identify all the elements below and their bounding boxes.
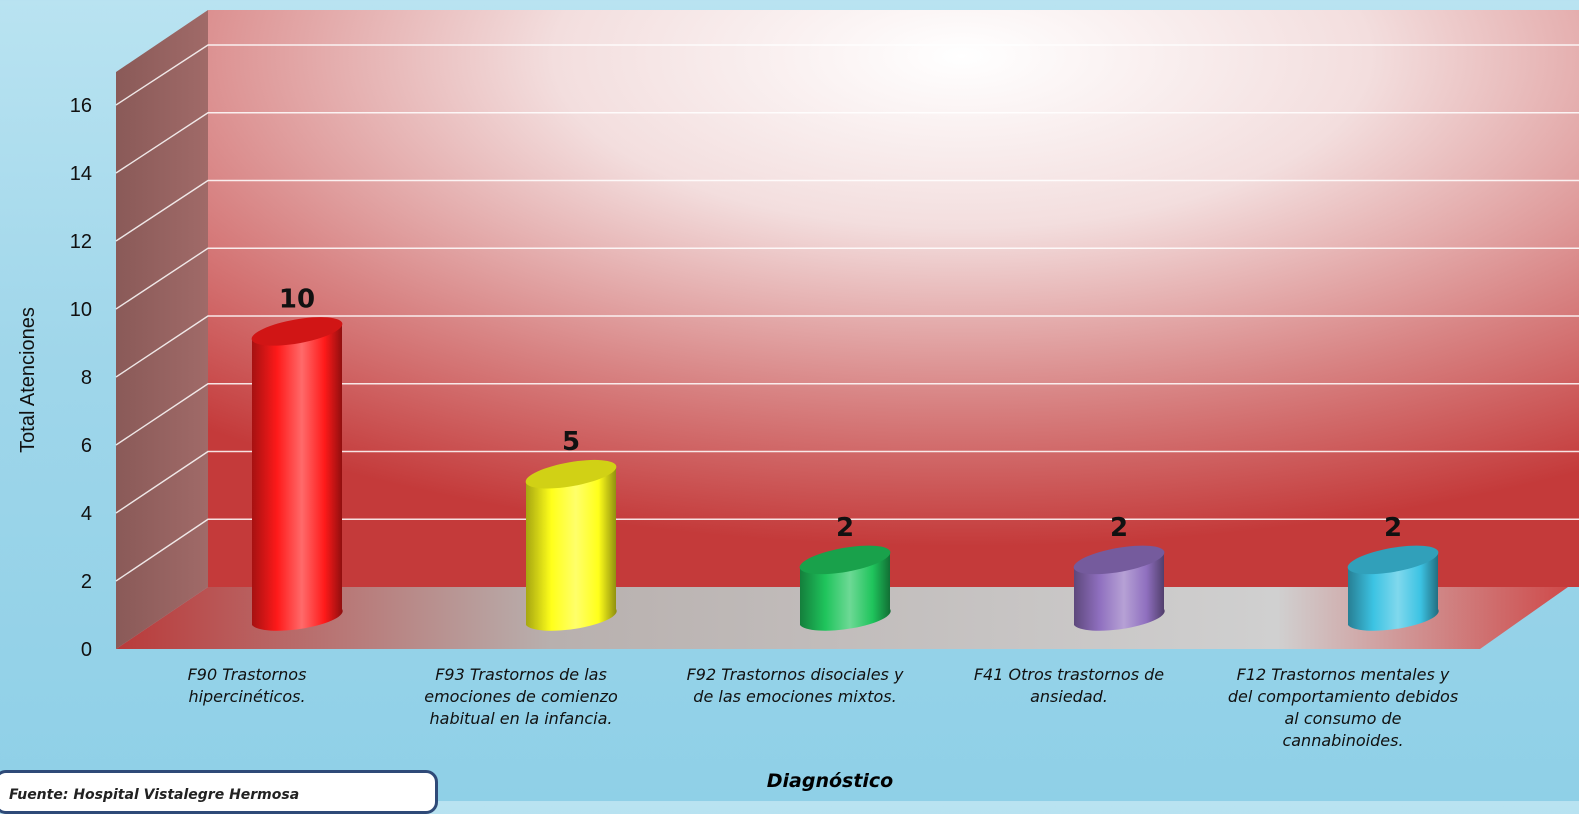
bar-top <box>799 545 891 575</box>
bar-top <box>1073 545 1165 575</box>
gridline <box>115 247 1579 310</box>
y-tick-label: 14 <box>70 163 92 185</box>
gridline <box>115 518 1579 582</box>
gridline <box>115 179 1579 242</box>
x-category-label-line: del comportamiento debidos <box>1227 687 1459 706</box>
x-category-label-line: F93 Trastornos de las <box>435 665 607 684</box>
x-category-label-line: de las emociones mixtos. <box>693 687 897 706</box>
y-tick-label: 10 <box>70 299 92 321</box>
bars <box>251 317 1439 631</box>
x-category-label-line: hipercinéticos. <box>188 687 306 706</box>
side-wall <box>116 10 208 649</box>
x-category-label-line: F92 Trastornos disociales y <box>686 665 904 684</box>
x-category-label: F90 Trastornos hipercinéticos. <box>122 664 372 708</box>
data-label: 2 <box>836 513 854 543</box>
bar <box>252 323 343 631</box>
y-axis-title: Total Atenciones <box>17 307 39 453</box>
bar <box>526 466 617 631</box>
data-labels: 10 5 2 2 2 <box>279 284 1402 542</box>
gridlines <box>115 44 1579 582</box>
gridline <box>115 315 1579 378</box>
data-label: 10 <box>279 284 315 314</box>
y-tick-label: 16 <box>70 95 92 117</box>
x-category-label-line: F41 Otros trastornos de <box>973 665 1165 684</box>
x-category-label-line: habitual en la infancia. <box>429 709 613 728</box>
gridline <box>115 44 1579 106</box>
x-category-label: F92 Trastornos disociales y de las emocio… <box>670 664 920 708</box>
x-category-label-line: ansiedad. <box>1030 687 1108 706</box>
source-note: Fuente: Hospital Vistalegre Hermosa <box>0 770 438 814</box>
x-category-label-line: cannabinoides. <box>1282 731 1404 750</box>
x-category-label: F41 Otros trastornos de ansiedad. <box>944 664 1194 708</box>
data-label: 2 <box>1110 513 1128 543</box>
bar-top <box>1347 545 1439 575</box>
gridline <box>115 383 1579 446</box>
x-category-label-line: al consumo de <box>1284 709 1402 728</box>
data-label: 2 <box>1384 513 1402 543</box>
y-tick-label: 0 <box>81 639 92 661</box>
x-category-label-line: F12 Trastornos mentales y <box>1236 665 1450 684</box>
source-text: Fuente: Hospital Vistalegre Hermosa <box>9 787 300 803</box>
gridline <box>115 112 1579 174</box>
data-label: 5 <box>562 427 580 457</box>
x-category-label: F12 Trastornos mentales y del comportamie… <box>1218 664 1468 752</box>
y-tick-labels: 0 2 4 6 8 10 12 14 16 <box>70 95 92 661</box>
y-tick-label: 4 <box>81 503 92 525</box>
gridline <box>115 450 1579 514</box>
x-axis-title: Diagnóstico <box>766 770 894 792</box>
y-tick-label: 8 <box>81 367 92 389</box>
x-category-label: F93 Trastornos de las emociones de comien… <box>396 664 646 730</box>
y-tick-label: 12 <box>70 231 92 253</box>
bar-top <box>525 459 617 489</box>
bar-top <box>251 317 343 346</box>
x-category-label-line: emociones de comienzo <box>424 687 618 706</box>
y-tick-label: 6 <box>81 435 92 457</box>
x-category-label-line: F90 Trastornos <box>187 665 307 684</box>
y-tick-label: 2 <box>81 571 92 593</box>
back-wall <box>208 10 1579 587</box>
